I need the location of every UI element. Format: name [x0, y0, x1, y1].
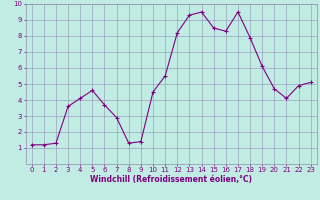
X-axis label: Windchill (Refroidissement éolien,°C): Windchill (Refroidissement éolien,°C) [90, 175, 252, 184]
